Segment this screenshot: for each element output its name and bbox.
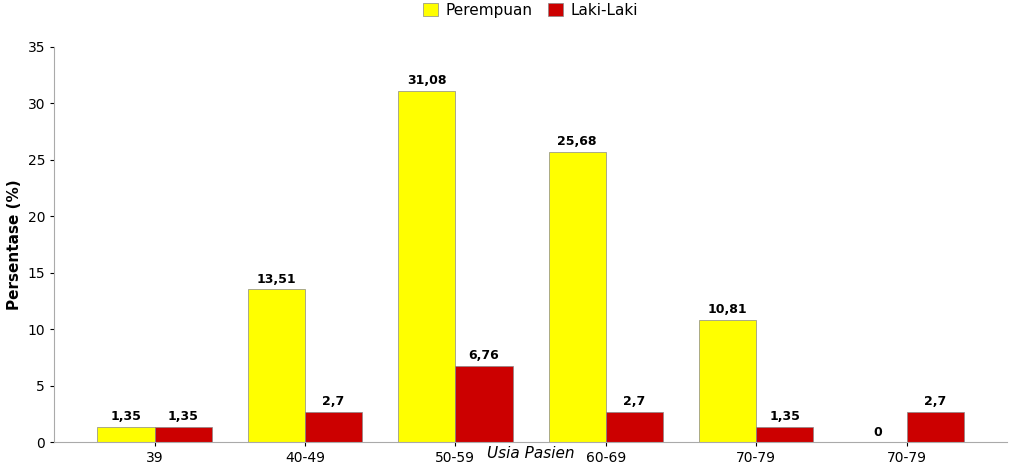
Bar: [699, 320, 756, 442]
Text: 31,08: 31,08: [407, 75, 446, 87]
Bar: [97, 427, 154, 442]
Legend: Perempuan, Laki-Laki: Perempuan, Laki-Laki: [423, 3, 639, 18]
Text: 2,7: 2,7: [924, 395, 946, 408]
Text: 25,68: 25,68: [558, 135, 597, 149]
Bar: [605, 412, 663, 442]
Bar: [907, 412, 963, 442]
Bar: [305, 412, 362, 442]
Text: 2,7: 2,7: [322, 395, 345, 408]
Text: 13,51: 13,51: [257, 273, 296, 286]
Bar: [247, 289, 305, 442]
Text: 1,35: 1,35: [111, 410, 142, 423]
Text: 0: 0: [874, 426, 882, 438]
Bar: [756, 427, 813, 442]
Y-axis label: Persentase (%): Persentase (%): [7, 179, 22, 310]
Bar: [399, 91, 455, 442]
Text: 10,81: 10,81: [708, 303, 747, 317]
Text: 2,7: 2,7: [624, 395, 646, 408]
Text: 1,35: 1,35: [770, 410, 800, 423]
X-axis label: Usia Pasien: Usia Pasien: [487, 446, 574, 461]
Bar: [455, 366, 512, 442]
Text: 6,76: 6,76: [468, 349, 499, 362]
Text: 1,35: 1,35: [167, 410, 199, 423]
Bar: [154, 427, 212, 442]
Bar: [549, 152, 605, 442]
